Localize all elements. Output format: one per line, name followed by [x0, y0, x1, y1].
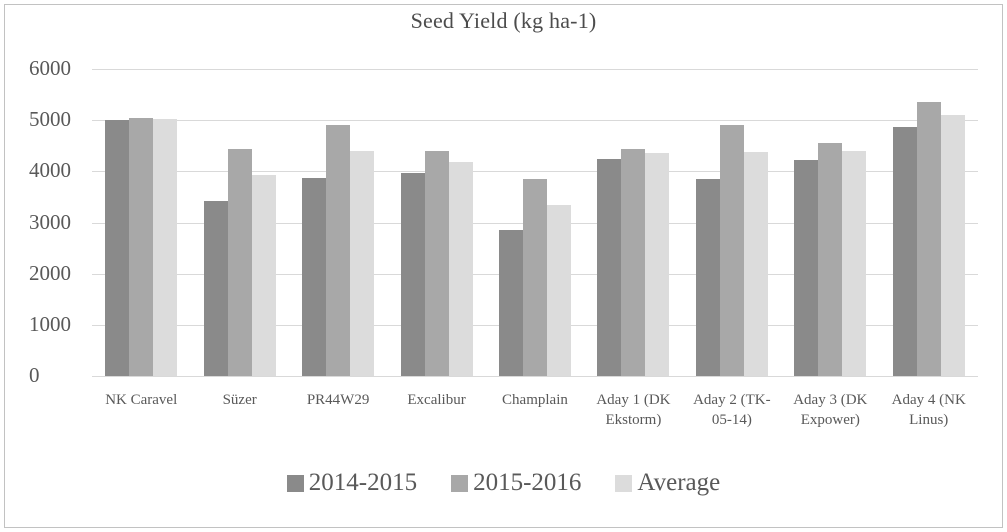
bar-series-2 — [916, 101, 941, 376]
bar-series-1 — [695, 179, 720, 376]
bar-series-2 — [227, 149, 252, 376]
legend-label: 2014-2015 — [308, 469, 418, 496]
bar-group — [781, 69, 879, 376]
bar-series-1 — [302, 178, 327, 376]
bar-series-1 — [794, 159, 819, 376]
legend-label: Average — [637, 469, 721, 496]
bar-series-1 — [400, 172, 425, 376]
legend-item: Average — [615, 469, 720, 497]
bar-group — [190, 69, 288, 376]
y-tick-label: 6000 — [29, 56, 71, 80]
x-tick-label: Aday 3 (DK Expower) — [793, 392, 868, 429]
bar-group — [387, 69, 485, 376]
bar-series-3 — [153, 118, 178, 376]
legend-swatch — [286, 474, 304, 492]
bar-group — [289, 69, 387, 376]
bar-series-3 — [645, 153, 670, 376]
bar-groups — [92, 69, 978, 376]
y-tick-label: 4000 — [29, 158, 71, 183]
bar-group — [683, 69, 781, 376]
legend-label: 2015-2016 — [473, 469, 582, 496]
bar-series-2 — [424, 151, 449, 376]
bar-group — [486, 69, 584, 376]
gridline — [92, 376, 978, 377]
x-tick-label: Süzer — [222, 392, 257, 408]
bar-series-1 — [597, 158, 622, 376]
x-tick-label: NK Caravel — [105, 392, 178, 408]
gridline — [92, 120, 978, 122]
bar-series-1 — [105, 119, 130, 376]
gridline — [92, 171, 978, 173]
x-axis: NK Caravel Süzer PR44W29 Excalibur Champlain… — [92, 390, 978, 431]
y-tick-label: 1000 — [29, 311, 71, 336]
chart-title: Seed Yield (kg ha-1) — [410, 8, 597, 33]
x-tick-label: PR44W29 — [306, 392, 370, 408]
bar-series-2 — [818, 142, 843, 376]
y-tick-label: 2000 — [29, 260, 71, 285]
legend-item: 2015-2016 — [451, 469, 581, 497]
bar-group — [880, 69, 978, 376]
bar-group — [92, 69, 190, 376]
bar-series-1 — [203, 201, 228, 376]
bar-series-2 — [326, 125, 351, 376]
bar-series-1 — [498, 230, 523, 376]
y-tick-label: 5000 — [29, 107, 71, 132]
bar-series-3 — [448, 162, 473, 376]
bar-series-2 — [129, 117, 154, 376]
x-tick-label: Aday 2 (TK-05-14) — [693, 392, 771, 429]
legend-item: 2014-2015 — [286, 469, 418, 497]
bar-series-2 — [719, 125, 744, 376]
bar-series-3 — [251, 175, 276, 376]
bar-group — [584, 69, 682, 376]
bar-series-3 — [546, 205, 571, 376]
y-axis: 0 1000 2000 3000 4000 5000 6000 — [29, 56, 89, 387]
plot-area — [92, 69, 978, 377]
bar-series-3 — [350, 151, 375, 376]
legend: 2014-2015 2015-2016 Average — [0, 469, 1007, 497]
bar-series-3 — [842, 150, 867, 376]
y-tick-label: 0 — [29, 363, 40, 387]
legend-swatch — [615, 474, 633, 492]
x-tick-label: Aday 1 (DK Ekstorm) — [596, 392, 671, 429]
bar-series-2 — [621, 148, 646, 376]
x-tick-label: Champlain — [502, 392, 568, 408]
y-tick-label: 3000 — [29, 209, 71, 234]
legend-swatch — [451, 474, 469, 492]
x-tick-label: Excalibur — [407, 392, 466, 408]
x-tick-label: Aday 4 (NK Linus) — [891, 392, 966, 429]
bar-series-1 — [892, 126, 917, 376]
bar-series-2 — [522, 179, 547, 376]
bar-series-3 — [940, 114, 965, 376]
bar-series-3 — [743, 151, 768, 376]
gridline — [92, 69, 978, 70]
